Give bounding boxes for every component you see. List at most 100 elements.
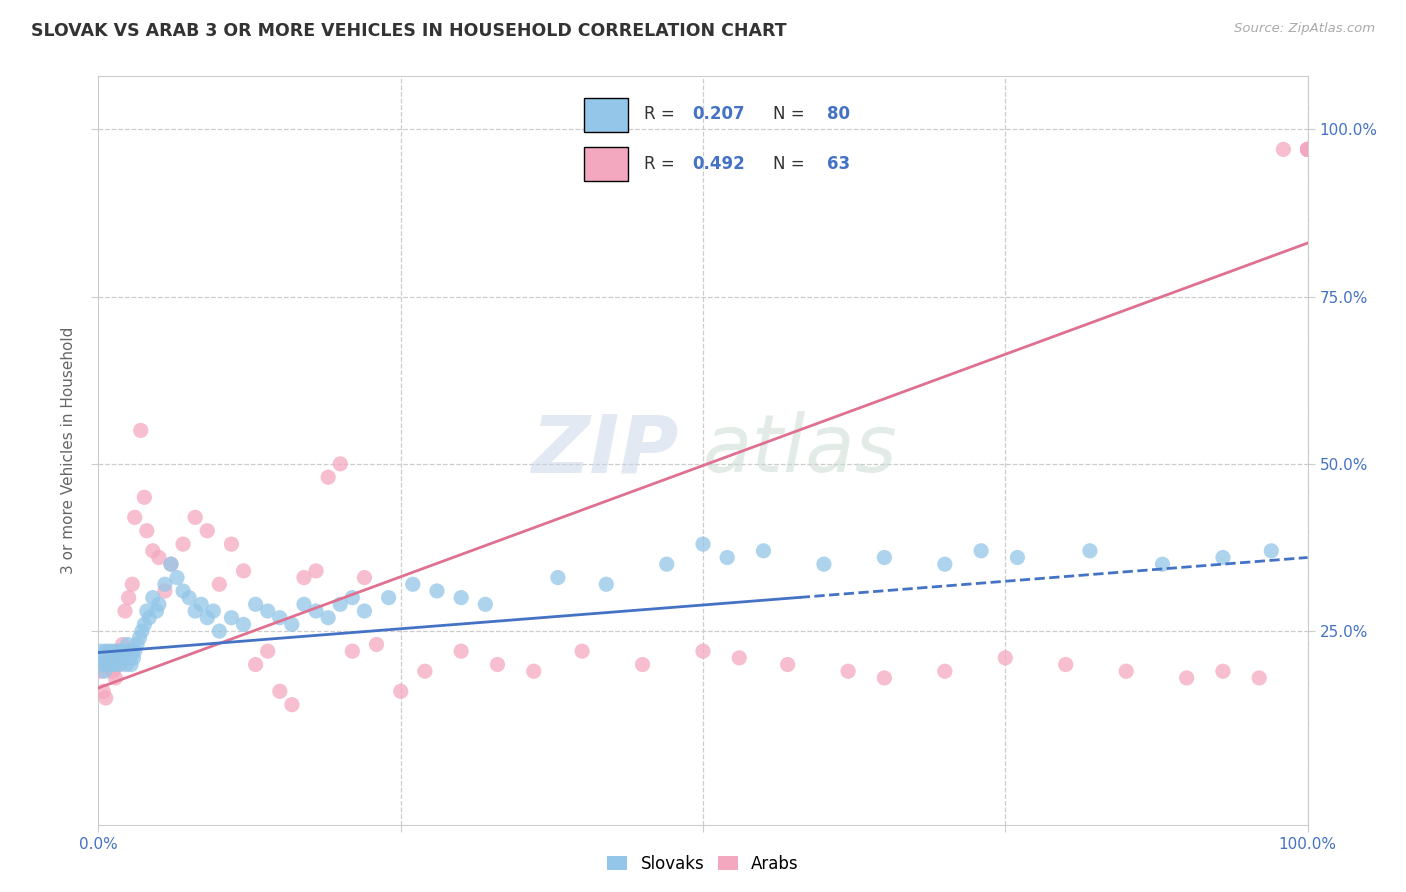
Point — [776, 657, 799, 672]
Point — [129, 424, 152, 438]
Point — [100, 657, 122, 672]
Point — [105, 644, 128, 658]
Point — [97, 657, 120, 672]
Point — [377, 591, 399, 605]
Point — [114, 604, 136, 618]
Point — [108, 657, 131, 672]
Point — [118, 591, 141, 605]
Point — [101, 644, 124, 658]
Point — [486, 657, 509, 672]
Point — [1272, 143, 1295, 157]
Point — [1249, 671, 1271, 685]
Point — [292, 598, 315, 612]
Point — [184, 510, 207, 524]
Text: atlas: atlas — [703, 411, 898, 490]
Point — [1296, 143, 1319, 157]
Point — [104, 671, 127, 685]
Point — [128, 631, 150, 645]
Point — [202, 604, 225, 618]
Point — [115, 657, 138, 672]
Point — [837, 664, 859, 679]
Point — [1296, 143, 1319, 157]
Point — [873, 671, 896, 685]
Point — [135, 604, 157, 618]
Point — [166, 571, 188, 585]
Point — [195, 611, 218, 625]
Point — [353, 571, 375, 585]
Point — [172, 584, 194, 599]
Point — [728, 651, 751, 665]
Point — [131, 624, 153, 639]
Point — [595, 577, 617, 591]
Point — [108, 657, 131, 672]
Point — [118, 644, 141, 658]
Point — [547, 571, 569, 585]
Point — [1296, 143, 1319, 157]
Point — [631, 657, 654, 672]
Point — [142, 591, 165, 605]
Point — [1296, 143, 1319, 157]
Point — [571, 644, 593, 658]
Y-axis label: 3 or more Vehicles in Household: 3 or more Vehicles in Household — [60, 326, 76, 574]
Point — [184, 604, 207, 618]
Point — [108, 644, 131, 658]
Point — [104, 651, 127, 665]
Point — [100, 651, 122, 665]
Point — [934, 664, 956, 679]
Point — [232, 617, 254, 632]
Point — [366, 637, 388, 651]
Point — [110, 651, 132, 665]
Point — [716, 550, 738, 565]
Point — [342, 644, 364, 658]
Point — [160, 557, 183, 572]
Point — [245, 598, 267, 612]
Point — [148, 550, 170, 565]
Point — [148, 598, 170, 612]
Point — [135, 524, 157, 538]
Point — [96, 651, 118, 665]
Point — [655, 557, 678, 572]
Point — [172, 537, 194, 551]
Point — [1175, 671, 1198, 685]
Point — [389, 684, 412, 698]
Point — [111, 644, 134, 658]
Point — [134, 491, 156, 505]
Point — [121, 577, 143, 591]
Point — [117, 637, 139, 651]
Point — [103, 657, 125, 672]
Point — [114, 644, 136, 658]
Point — [269, 611, 291, 625]
Point — [91, 684, 114, 698]
Point — [1115, 664, 1137, 679]
Point — [153, 584, 176, 599]
Point — [112, 651, 135, 665]
Point — [124, 644, 146, 658]
Point — [221, 611, 243, 625]
Point — [124, 510, 146, 524]
Text: Source: ZipAtlas.com: Source: ZipAtlas.com — [1234, 22, 1375, 36]
Point — [1007, 550, 1029, 565]
Point — [98, 644, 121, 658]
Point — [292, 571, 315, 585]
Point — [134, 617, 156, 632]
Point — [256, 644, 278, 658]
Point — [101, 664, 124, 679]
Point — [281, 698, 304, 712]
Point — [426, 584, 449, 599]
Point — [107, 644, 129, 658]
Legend: Slovaks, Arabs: Slovaks, Arabs — [600, 848, 806, 880]
Point — [90, 644, 112, 658]
Point — [450, 591, 472, 605]
Point — [120, 657, 142, 672]
Point — [208, 624, 231, 639]
Point — [127, 637, 149, 651]
Point — [342, 591, 364, 605]
Point — [523, 664, 546, 679]
Point — [329, 598, 352, 612]
Text: SLOVAK VS ARAB 3 OR MORE VEHICLES IN HOUSEHOLD CORRELATION CHART: SLOVAK VS ARAB 3 OR MORE VEHICLES IN HOU… — [31, 22, 786, 40]
Point — [90, 664, 112, 679]
Point — [813, 557, 835, 572]
Point — [122, 651, 145, 665]
Point — [256, 604, 278, 618]
Point — [934, 557, 956, 572]
